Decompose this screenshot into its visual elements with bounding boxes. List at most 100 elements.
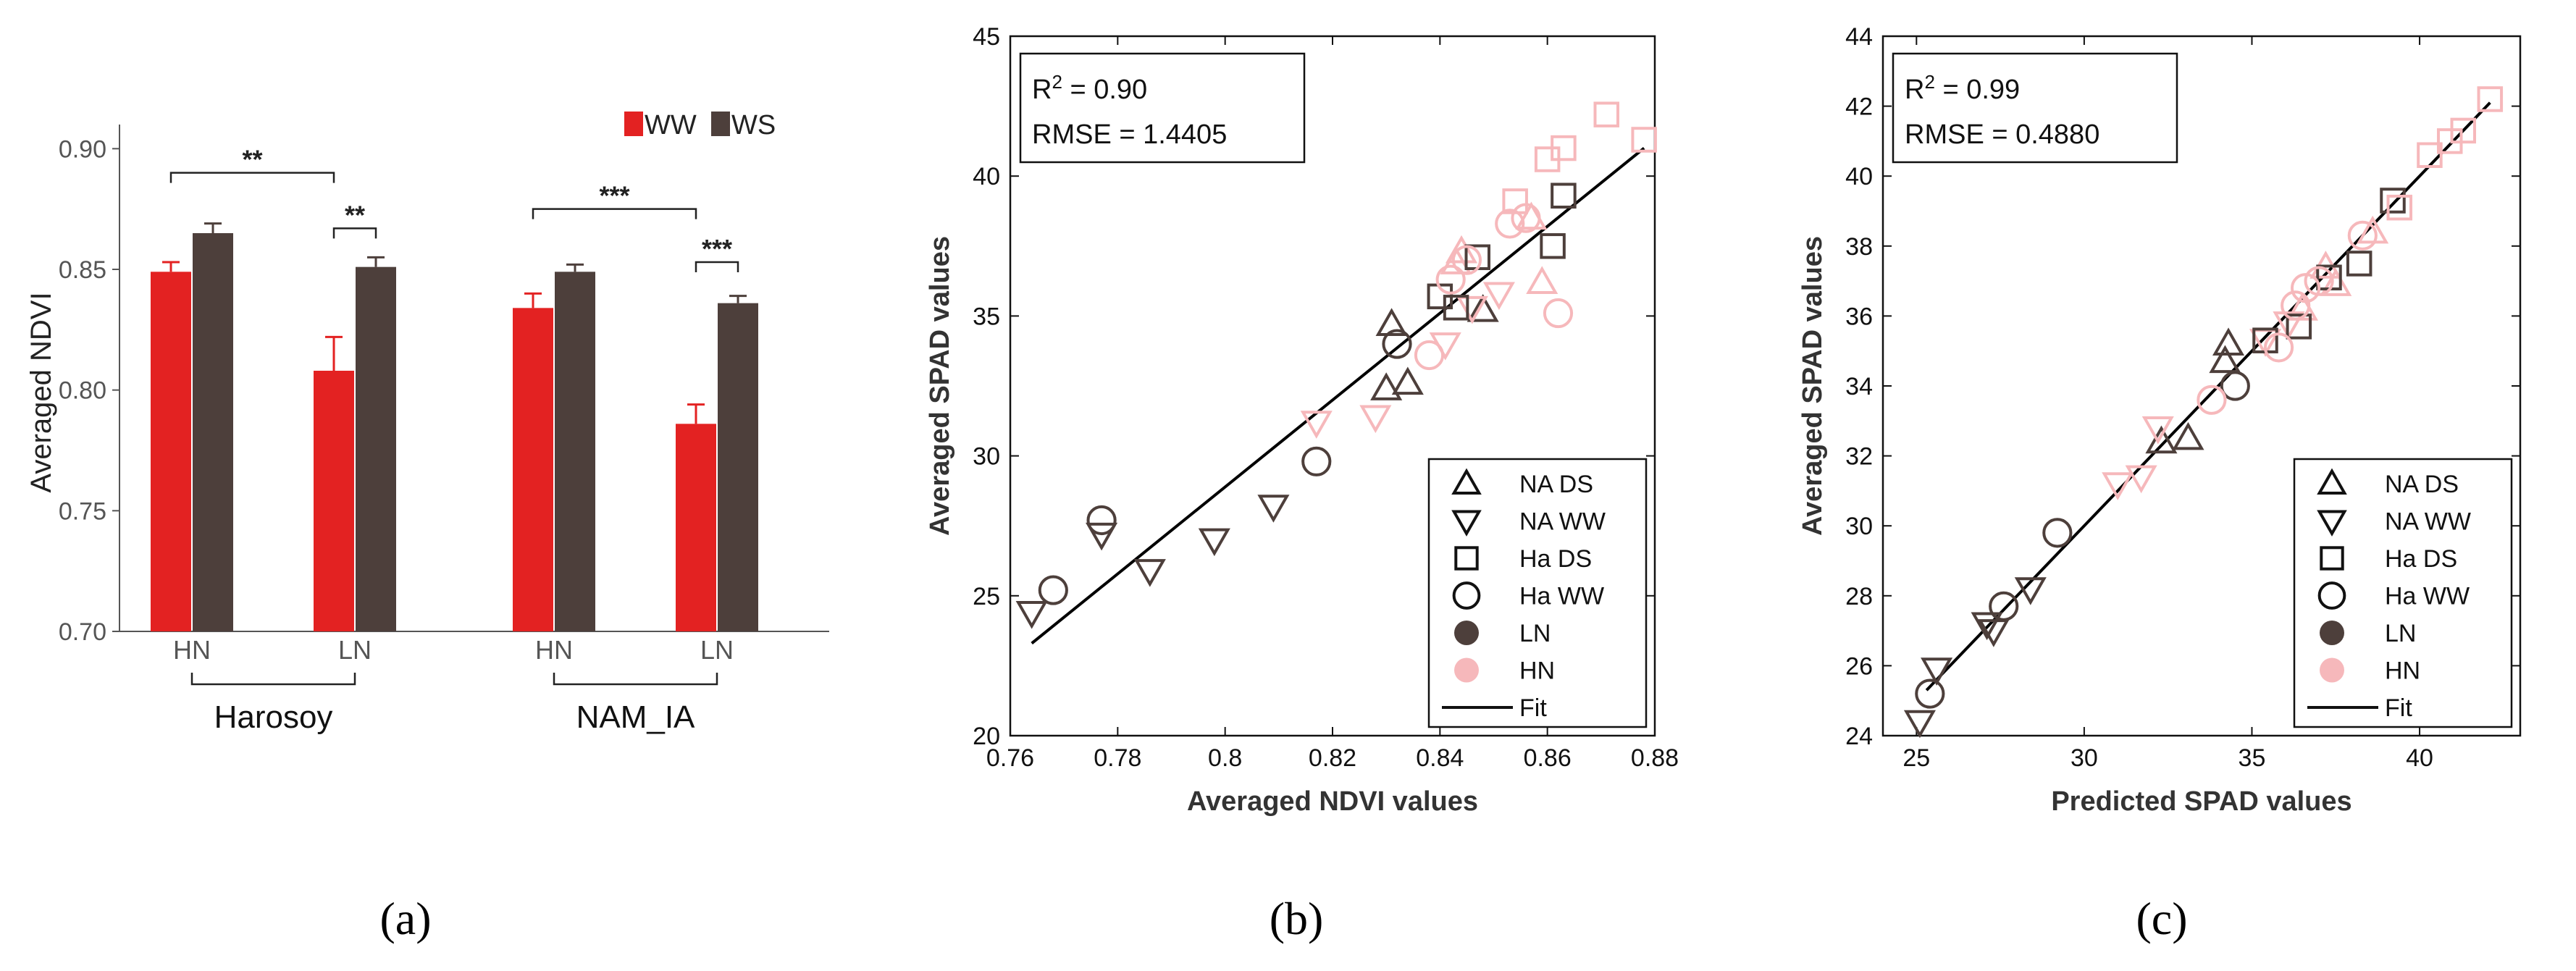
marker-triangle-down <box>1451 510 1482 537</box>
x-axis-label: Predicted SPAD values <box>2051 786 2351 817</box>
marker-triangle-down <box>2273 311 2305 340</box>
y-tick-label: 36 <box>1845 303 1873 330</box>
marker-square <box>2320 546 2344 571</box>
marker-square <box>1551 182 1577 209</box>
marker-triangle-down <box>2014 577 2047 605</box>
y-tick-label: 40 <box>1845 163 1873 190</box>
marker-circle <box>2220 371 2250 401</box>
x-tick-label: LN <box>338 635 372 665</box>
bar-ws <box>193 233 233 631</box>
x-tick-label: 35 <box>2239 744 2266 772</box>
marker-triangle-down <box>1456 295 1488 324</box>
group-bracket <box>553 673 718 686</box>
marker-triangle-down <box>1429 332 1461 361</box>
marker-triangle-up <box>1526 266 1558 294</box>
group-label: Harosoy <box>214 699 333 735</box>
marker-triangle-down <box>2141 416 2174 445</box>
x-tick-label: 0.8 <box>1208 744 1242 772</box>
rmse-text: RMSE = 0.4880 <box>1905 119 2099 150</box>
y-tick-label: 28 <box>1845 583 1873 610</box>
marker-triangle-down <box>2102 472 2134 500</box>
x-tick-label: HN <box>535 635 573 665</box>
marker-triangle-up <box>1370 372 1403 400</box>
marker-circle <box>2281 290 2311 321</box>
marker-circle <box>1495 209 1525 239</box>
y-tick-label: 42 <box>1845 93 1873 121</box>
marker-triangle-up <box>2145 425 2178 454</box>
legend-label: Ha DS <box>2385 545 2457 573</box>
y-tick-label: 40 <box>973 163 1000 190</box>
marker-circle <box>1382 329 1412 359</box>
significance-bracket <box>532 208 697 219</box>
marker-triangle-down <box>2125 465 2157 494</box>
y-tick-label: 34 <box>1845 373 1873 400</box>
marker-circle <box>1543 298 1574 329</box>
y-tick-label: 25 <box>973 583 1000 610</box>
r-squared-text: R2 = 0.90 <box>1032 71 1147 105</box>
marker-triangle-up <box>1375 308 1408 336</box>
panel-label-c: (c) <box>2136 893 2187 944</box>
marker-triangle-up <box>1440 246 1472 274</box>
x-tick-label: 40 <box>2406 744 2433 772</box>
marker-square <box>1551 135 1577 161</box>
x-tick-label: 0.82 <box>1309 744 1356 772</box>
marker-circle <box>2347 220 2378 251</box>
group-bracket <box>190 673 356 686</box>
marker-circle <box>1989 591 2019 621</box>
marker-circle <box>1301 446 1332 476</box>
x-tick-label: 0.84 <box>1416 744 1464 772</box>
y-tick-label: 30 <box>1845 513 1873 540</box>
marker-triangle-down <box>1300 411 1333 439</box>
marker-triangle-down <box>1257 495 1290 523</box>
marker-triangle-up <box>1467 294 1499 322</box>
marker-triangle-up <box>1391 366 1424 395</box>
marker-square <box>2346 251 2372 277</box>
marker-square <box>2380 188 2406 214</box>
bar-ww <box>676 424 716 631</box>
marker-circle <box>2263 332 2294 363</box>
marker-triangle-up <box>2212 327 2245 356</box>
fit-line <box>1925 101 2491 692</box>
legend-swatch-ws <box>711 112 730 136</box>
marker-square <box>1464 244 1490 271</box>
marker-triangle-down <box>1482 282 1515 311</box>
y-tick-label: 0.75 <box>59 497 106 525</box>
y-tick-label: 35 <box>973 303 1000 330</box>
marker-triangle-up <box>1451 468 1482 495</box>
panel-b-scatter-ndvi-spad: 0.76 0.78 0.8 0.82 0.84 0.86 0.88 20 25 30 35 40 45 A… <box>925 23 1679 817</box>
bar-ww <box>314 371 354 631</box>
significance-label: ** <box>345 200 365 230</box>
significance-label: *** <box>599 181 629 211</box>
marker-triangle-down <box>1977 619 2010 647</box>
marker-square <box>2286 314 2312 340</box>
x-tick-label: HN <box>173 635 211 665</box>
legend-box <box>2293 458 2513 728</box>
x-tick-label: 0.76 <box>986 744 1034 772</box>
significance-label: *** <box>702 234 732 264</box>
marker-triangle-down <box>1359 405 1392 434</box>
x-tick-label: 25 <box>1902 744 1930 772</box>
legend-filled-circle <box>2320 657 2344 683</box>
panel-label-b: (b) <box>1270 893 1324 944</box>
marker-triangle-up <box>2172 421 2204 450</box>
marker-triangle-up <box>2209 345 2241 374</box>
legend-label: NA DS <box>1519 471 1593 498</box>
marker-triangle-down <box>1903 710 1936 739</box>
marker-circle <box>2042 518 2073 548</box>
rmse-text: RMSE = 1.4405 <box>1032 119 1227 150</box>
marker-square <box>2386 194 2413 221</box>
group-label: NAM_IA <box>576 699 695 735</box>
y-axis-label: Averaged SPAD values <box>1797 236 1828 536</box>
legend-label: Ha DS <box>1519 545 1592 573</box>
marker-circle <box>1915 678 1945 709</box>
significance-bracket <box>695 261 739 272</box>
marker-circle <box>1511 203 1541 233</box>
legend-label-fit: Fit <box>2385 694 2412 722</box>
bar-ww <box>513 308 553 631</box>
y-tick-label: 0.85 <box>59 256 106 284</box>
significance-label: ** <box>242 145 262 175</box>
stats-box <box>1892 52 2178 164</box>
marker-circle <box>2304 266 2334 296</box>
